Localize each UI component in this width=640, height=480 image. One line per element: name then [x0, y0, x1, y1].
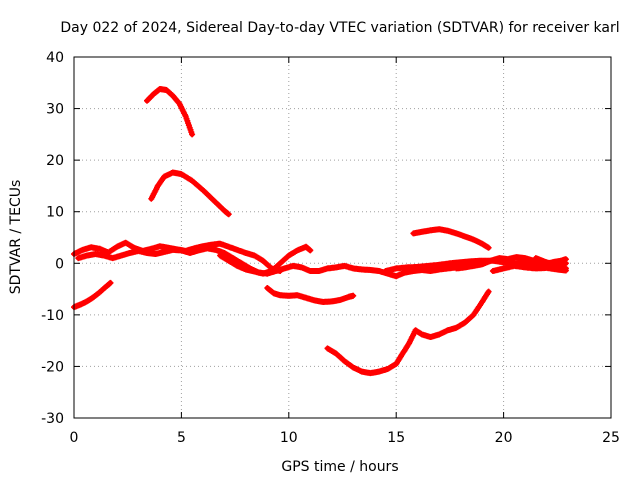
y-tick-label: 30: [46, 102, 64, 118]
y-tick-label: -30: [41, 411, 64, 427]
y-tick-label: 10: [46, 205, 64, 221]
chart-title: Day 022 of 2024, Sidereal Day-to-day VTE…: [60, 20, 619, 36]
x-axis-label: GPS time / hours: [281, 459, 398, 475]
series-arc-2: [148, 169, 232, 218]
y-tick-label: 20: [46, 153, 64, 169]
data-point: [562, 267, 569, 274]
data-point: [485, 244, 492, 251]
series-arc-7: [264, 262, 477, 280]
data-point: [485, 288, 492, 295]
x-tick-label: 20: [495, 430, 513, 446]
x-tick-label: 10: [280, 430, 298, 446]
x-tick-label: 0: [70, 430, 79, 446]
data-point: [189, 131, 196, 138]
data-point: [350, 292, 357, 299]
data-point: [107, 279, 114, 286]
series-arc-13: [489, 262, 569, 274]
y-tick-label: -20: [41, 359, 64, 375]
series-arc-9: [324, 288, 492, 377]
series-arc-14: [532, 255, 569, 267]
data-series: [71, 86, 569, 377]
series-arc-3: [71, 279, 114, 311]
series-arc-1: [144, 86, 196, 138]
series-trace: [325, 289, 492, 376]
y-tick-label: -10: [41, 308, 64, 324]
y-tick-label: 0: [55, 256, 64, 272]
y-axis-label: SDTVAR / TECUs: [8, 180, 24, 295]
grid-lines: [74, 57, 611, 418]
data-point: [562, 256, 569, 263]
series-arc-8: [264, 285, 357, 305]
data-point: [307, 247, 314, 254]
data-point: [225, 211, 232, 218]
x-tick-label: 5: [177, 430, 186, 446]
plot-border: [73, 56, 612, 419]
x-tick-label: 25: [602, 430, 620, 446]
axis-ticks: 0 5 10 15 20 25 -30 -20 -10 0 10 20 30 40: [41, 50, 620, 446]
series-arc-10: [410, 226, 492, 251]
x-tick-label: 15: [387, 430, 405, 446]
y-tick-label: 40: [46, 50, 64, 66]
